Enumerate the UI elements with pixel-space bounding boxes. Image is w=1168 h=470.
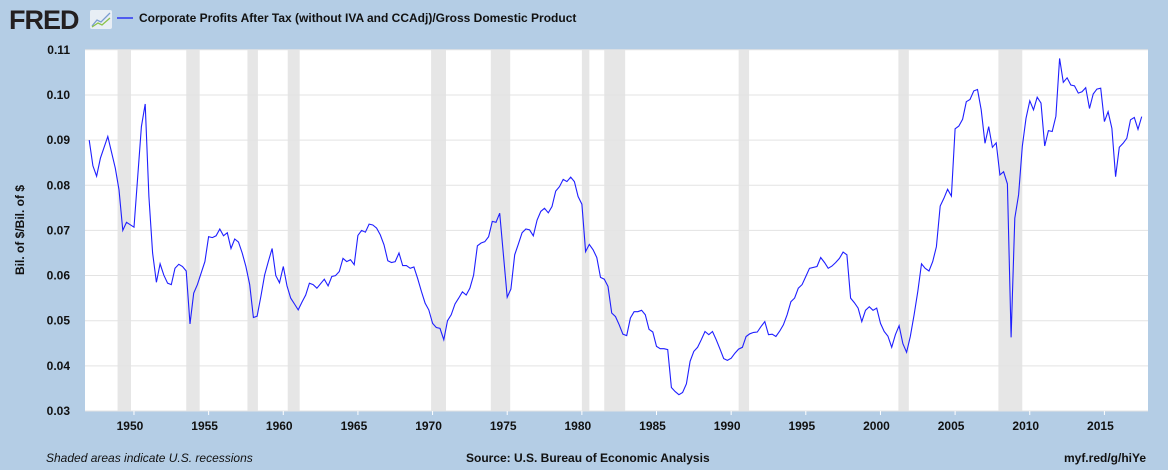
chart-line-icon	[90, 10, 112, 29]
y-tick-label: 0.10	[47, 88, 71, 102]
x-tick-label: 2015	[1087, 419, 1114, 433]
x-tick-label: 1975	[490, 419, 517, 433]
x-tick-label: 2000	[863, 419, 890, 433]
y-tick-label: 0.05	[47, 314, 71, 328]
short-link[interactable]: myf.red/g/hiYe	[1063, 451, 1146, 465]
x-tick-label: 1950	[117, 419, 144, 433]
x-tick-label: 1955	[191, 419, 218, 433]
fred-logo[interactable]: FRED	[9, 5, 79, 35]
y-tick-label: 0.09	[47, 133, 71, 147]
x-tick-label: 1995	[788, 419, 815, 433]
legend: Corporate Profits After Tax (without IVA…	[117, 11, 576, 25]
y-tick-label: 0.04	[47, 359, 71, 373]
x-tick-label: 2010	[1012, 419, 1039, 433]
x-tick-label: 1965	[341, 419, 368, 433]
x-tick-label: 1980	[565, 419, 592, 433]
y-tick-label: 0.06	[47, 269, 71, 283]
gridlines	[85, 49, 1148, 412]
series-line	[88, 58, 1143, 396]
x-tick-label: 1970	[415, 419, 442, 433]
x-axis-ticks: 1950 1955 1960 1965 1970 1975 1980 1985 1990 1995…	[117, 411, 1114, 433]
legend-swatch	[117, 17, 133, 19]
y-tick-label: 0.03	[47, 404, 71, 418]
x-tick-label: 1990	[714, 419, 741, 433]
y-tick-label: 0.11	[47, 43, 70, 57]
recession-note: Shaded areas indicate U.S. recessions	[46, 451, 253, 465]
y-tick-label: 0.07	[47, 223, 71, 237]
y-axis-ticks: 0.03 0.04 0.05 0.06 0.07 0.08 0.09 0.10 0.11	[47, 43, 71, 418]
x-tick-label: 2005	[938, 419, 965, 433]
x-tick-label: 1985	[639, 419, 666, 433]
y-tick-label: 0.08	[47, 178, 71, 192]
legend-label: Corporate Profits After Tax (without IVA…	[139, 11, 577, 25]
source-note: Source: U.S. Bureau of Economic Analysis	[466, 451, 710, 465]
y-axis-label: Bil. of $/Bil. of $	[13, 185, 27, 275]
x-tick-label: 1960	[266, 419, 293, 433]
